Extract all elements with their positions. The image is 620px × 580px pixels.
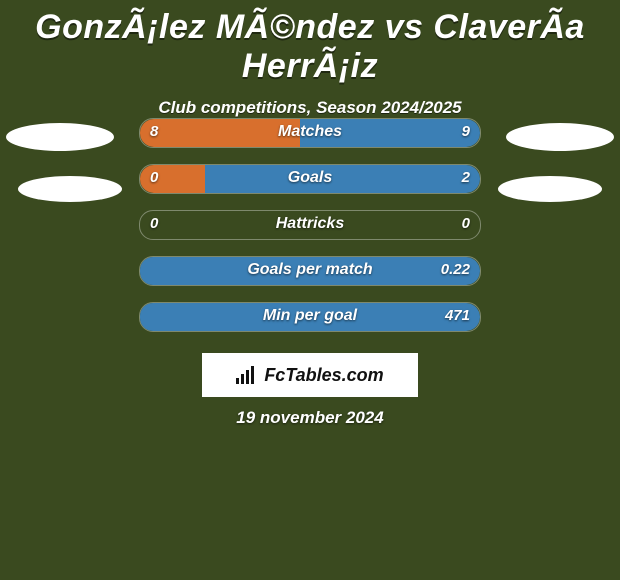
stat-bar-left [140, 119, 300, 147]
stat-bar-track: 02Goals [139, 164, 481, 194]
stat-row: 0 0Hattricks [0, 210, 620, 240]
comparison-infographic: GonzÃ¡lez MÃ©ndez vs ClaverÃ­a HerrÃ¡iz … [0, 0, 620, 580]
page-subtitle: Club competitions, Season 2024/2025 [0, 98, 620, 118]
stat-bar-right [205, 165, 480, 193]
stat-rows: 89Matches02Goals00Hattricks0.22Goals per… [0, 118, 620, 332]
stat-bar-track: 471Min per goal [139, 302, 481, 332]
stat-bar-track: 0 0Hattricks [139, 210, 481, 240]
stat-bar-right [300, 119, 480, 147]
stat-row: 0.22Goals per match [0, 256, 620, 286]
source-logo-text: FcTables.com [264, 365, 383, 386]
stat-value-right: 9 [462, 123, 470, 140]
source-logo: FcTables.com [202, 353, 418, 397]
stat-bar-right [140, 257, 480, 285]
bar-chart-icon [236, 366, 258, 384]
stat-value-right: 2 [462, 169, 470, 186]
stat-row: 02Goals [0, 164, 620, 194]
stat-value-right: 0.22 [441, 261, 470, 278]
stat-value-right: 0 [462, 215, 470, 232]
stat-label: Hattricks [140, 215, 480, 233]
stat-value-left: 0 [150, 215, 158, 232]
stat-bar-track: 89Matches [139, 118, 481, 148]
page-title: GonzÃ¡lez MÃ©ndez vs ClaverÃ­a HerrÃ¡iz [0, 0, 620, 86]
stat-value-right: 471 [445, 307, 470, 324]
stat-row: 471Min per goal [0, 302, 620, 332]
stat-value-left: 8 [150, 123, 158, 140]
date-label: 19 november 2024 [0, 408, 620, 428]
stat-row: 89Matches [0, 118, 620, 148]
stat-bar-track: 0.22Goals per match [139, 256, 481, 286]
comparison-area: 89Matches02Goals00Hattricks0.22Goals per… [0, 118, 620, 348]
stat-bar-right [140, 303, 480, 331]
stat-value-left: 0 [150, 169, 158, 186]
